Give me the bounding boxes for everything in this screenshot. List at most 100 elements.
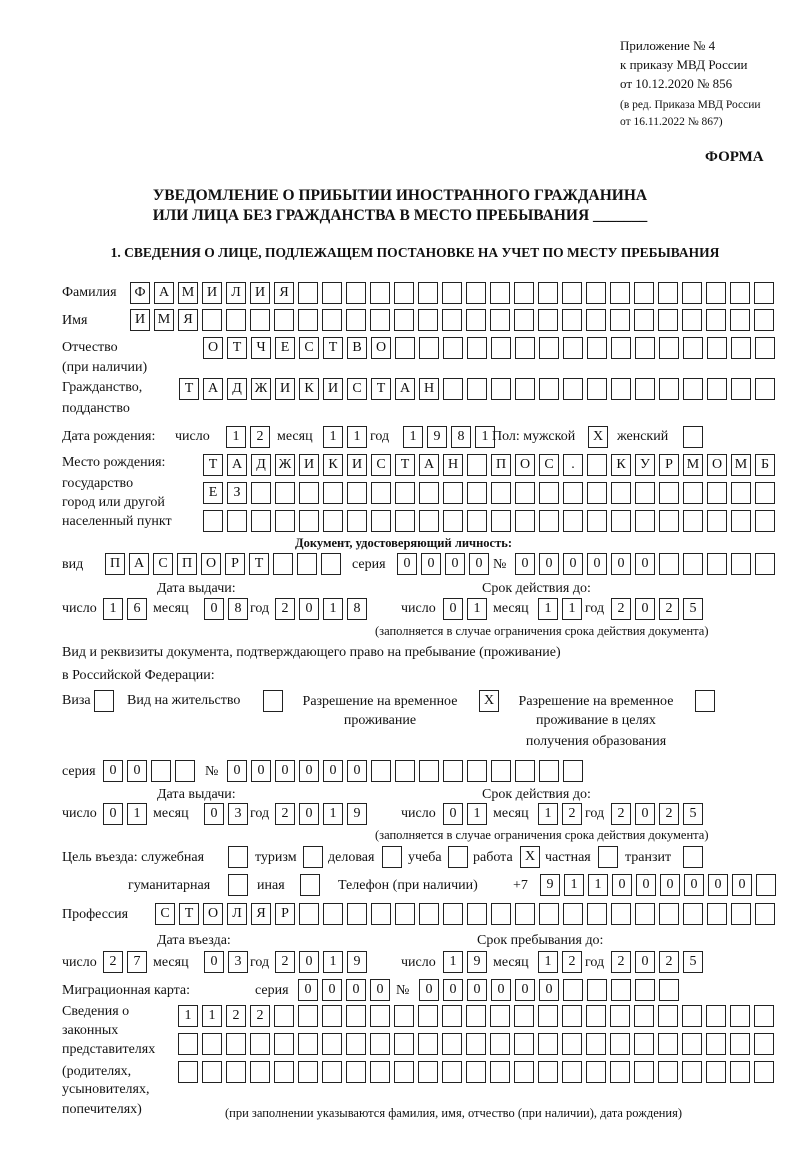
char-box[interactable]: 0	[612, 874, 632, 896]
char-box[interactable]	[586, 1033, 606, 1055]
char-box[interactable]: Е	[203, 482, 223, 504]
char-box[interactable]	[611, 903, 631, 925]
char-box[interactable]	[395, 903, 415, 925]
checkbox-cell[interactable]	[228, 846, 248, 868]
char-box[interactable]	[370, 1033, 390, 1055]
char-box[interactable]: 0	[539, 979, 559, 1001]
char-box[interactable]: 0	[370, 979, 390, 1001]
char-box[interactable]	[587, 510, 607, 532]
char-box[interactable]	[250, 1033, 270, 1055]
char-box[interactable]	[731, 553, 751, 575]
char-box[interactable]: Р	[659, 454, 679, 476]
char-box[interactable]: 2	[226, 1005, 246, 1027]
char-box[interactable]	[490, 1005, 510, 1027]
char-box[interactable]	[491, 510, 511, 532]
char-box[interactable]	[275, 482, 295, 504]
char-box[interactable]	[754, 1033, 774, 1055]
char-box[interactable]: 0	[322, 979, 342, 1001]
checkbox-cell[interactable]	[303, 846, 323, 868]
char-box[interactable]	[563, 979, 583, 1001]
char-box[interactable]	[586, 1005, 606, 1027]
char-box[interactable]	[443, 903, 463, 925]
char-box[interactable]	[298, 1061, 318, 1083]
char-box[interactable]: И	[323, 378, 343, 400]
char-box[interactable]	[683, 510, 703, 532]
char-box[interactable]	[370, 309, 390, 331]
char-box[interactable]: 0	[251, 760, 271, 782]
char-box[interactable]: 2	[659, 803, 679, 825]
char-box[interactable]	[562, 1005, 582, 1027]
char-box[interactable]	[682, 282, 702, 304]
char-box[interactable]: Т	[371, 378, 391, 400]
char-box[interactable]	[707, 378, 727, 400]
char-box[interactable]	[490, 1061, 510, 1083]
char-box[interactable]: 1	[323, 598, 343, 620]
char-box[interactable]	[611, 337, 631, 359]
char-box[interactable]	[274, 1033, 294, 1055]
char-box[interactable]: Ж	[251, 378, 271, 400]
char-box[interactable]: 2	[611, 951, 631, 973]
char-box[interactable]: 0	[563, 553, 583, 575]
char-box[interactable]: Л	[227, 903, 247, 925]
char-box[interactable]	[299, 510, 319, 532]
reps-field-line3[interactable]	[178, 1061, 775, 1083]
char-box[interactable]	[683, 903, 703, 925]
char-box[interactable]	[683, 553, 703, 575]
char-box[interactable]	[539, 760, 559, 782]
char-box[interactable]	[347, 510, 367, 532]
char-box[interactable]	[490, 1033, 510, 1055]
char-box[interactable]	[755, 903, 775, 925]
char-box[interactable]: 0	[635, 803, 655, 825]
char-box[interactable]	[658, 1005, 678, 1027]
char-box[interactable]	[394, 282, 414, 304]
char-box[interactable]	[491, 378, 511, 400]
char-box[interactable]	[467, 760, 487, 782]
char-box[interactable]	[394, 1005, 414, 1027]
char-box[interactable]	[490, 309, 510, 331]
char-box[interactable]	[250, 309, 270, 331]
checkbox-cell[interactable]: X	[520, 846, 540, 868]
char-box[interactable]: 0	[611, 553, 631, 575]
char-box[interactable]	[250, 1061, 270, 1083]
char-box[interactable]: Т	[179, 378, 199, 400]
char-box[interactable]	[634, 282, 654, 304]
char-box[interactable]	[491, 760, 511, 782]
char-box[interactable]: 1	[323, 951, 343, 973]
char-box[interactable]: 1	[475, 426, 495, 448]
char-box[interactable]: О	[707, 454, 727, 476]
char-box[interactable]: 2	[659, 951, 679, 973]
char-box[interactable]	[442, 309, 462, 331]
checkbox-cell[interactable]	[263, 690, 283, 712]
char-box[interactable]	[490, 282, 510, 304]
char-box[interactable]: Ф	[130, 282, 150, 304]
char-box[interactable]: 1	[538, 803, 558, 825]
char-box[interactable]: 0	[443, 979, 463, 1001]
char-box[interactable]	[730, 1061, 750, 1083]
char-box[interactable]	[538, 1033, 558, 1055]
char-box[interactable]: 2	[562, 803, 582, 825]
char-box[interactable]	[659, 482, 679, 504]
char-box[interactable]	[563, 903, 583, 925]
char-box[interactable]	[683, 378, 703, 400]
char-box[interactable]	[514, 282, 534, 304]
char-box[interactable]: 7	[127, 951, 147, 973]
char-box[interactable]: 5	[683, 803, 703, 825]
char-box[interactable]	[418, 1005, 438, 1027]
char-box[interactable]	[587, 454, 607, 476]
char-box[interactable]	[611, 979, 631, 1001]
char-box[interactable]	[659, 903, 679, 925]
char-box[interactable]	[323, 482, 343, 504]
char-box[interactable]	[514, 1033, 534, 1055]
char-box[interactable]	[658, 1061, 678, 1083]
char-box[interactable]: 5	[683, 951, 703, 973]
char-box[interactable]	[731, 337, 751, 359]
char-box[interactable]	[754, 1061, 774, 1083]
